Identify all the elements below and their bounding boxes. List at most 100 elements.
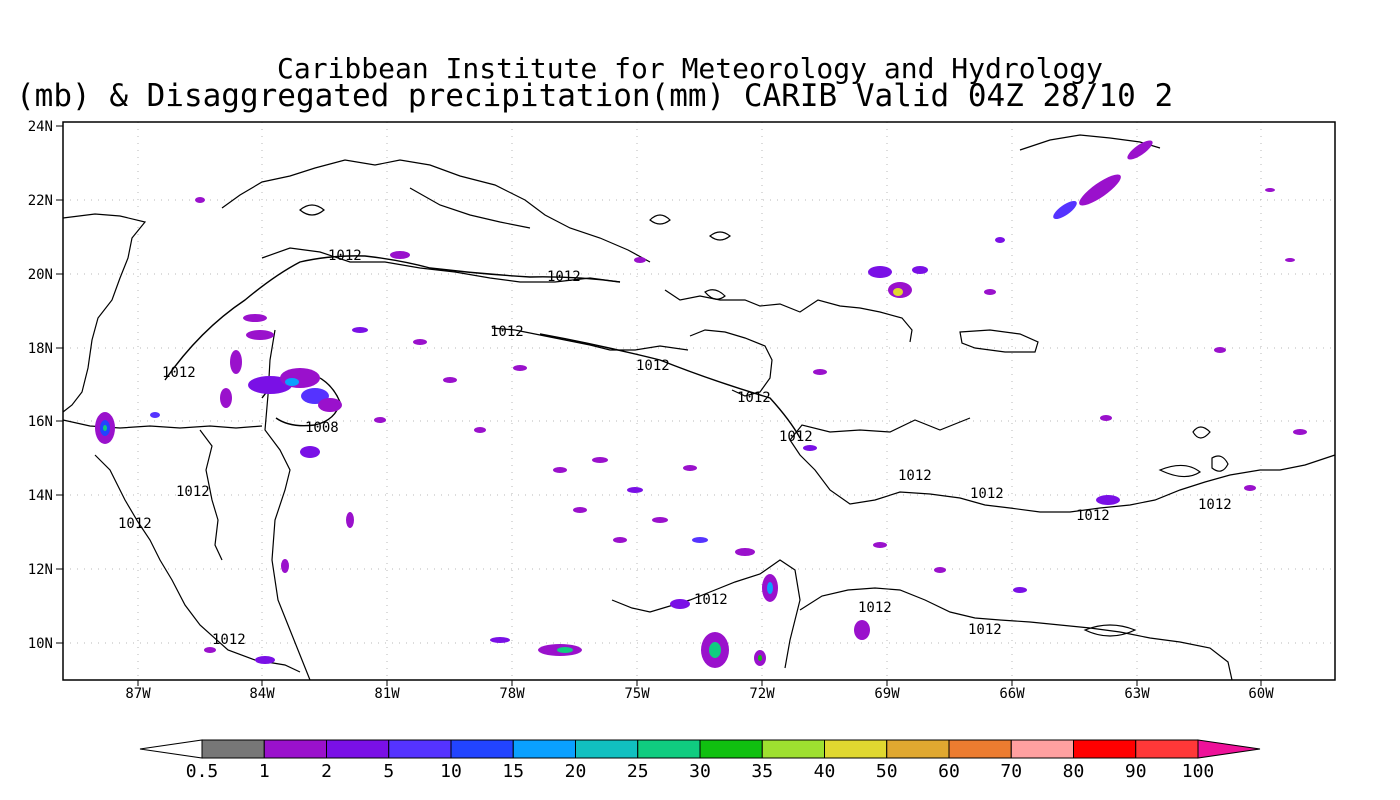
colorbar-label: 0.5 xyxy=(186,761,219,782)
precip-cell xyxy=(318,398,342,412)
precip-cell xyxy=(374,417,386,423)
precip-cell xyxy=(443,377,457,383)
precip-cell xyxy=(683,465,697,471)
colorbar: 0.5 1 2 5 10 15 20 25 30 35 40 50 60 70 80 90 100 xyxy=(139,739,1261,782)
precip-cell xyxy=(285,378,299,386)
precip-cell xyxy=(1013,587,1027,593)
precip-cell xyxy=(803,445,817,451)
precip-cell xyxy=(652,517,668,523)
coastlines xyxy=(62,134,1336,681)
precip-cell xyxy=(1285,258,1295,262)
precip-cell xyxy=(893,288,903,296)
lon-label: 63W xyxy=(1124,686,1150,702)
colorbar-label: 25 xyxy=(627,761,649,782)
colorbar-high-end xyxy=(1197,739,1261,759)
colorbar-box xyxy=(201,739,265,759)
precip-cell xyxy=(280,368,320,388)
isobar-label: 1012 xyxy=(1076,508,1110,524)
colorbar-box xyxy=(263,739,327,759)
colorbar-box xyxy=(388,739,452,759)
colorbar-box xyxy=(512,739,576,759)
precip-cell xyxy=(490,637,510,643)
colorbar-box xyxy=(326,739,390,759)
colorbar-label: 35 xyxy=(751,761,773,782)
precip-cell xyxy=(281,559,289,573)
precip-cell xyxy=(553,467,567,473)
precip-cell xyxy=(1079,174,1121,206)
lon-label: 69W xyxy=(874,686,900,702)
precip-cell xyxy=(912,266,928,274)
precip-cell xyxy=(592,457,608,463)
lat-label: 10N xyxy=(28,636,53,652)
precip-cell xyxy=(854,620,870,640)
isobar-contours xyxy=(164,255,801,439)
isobar-label: 1012 xyxy=(212,632,246,648)
precip-cell xyxy=(346,512,354,528)
isobar-label: 1012 xyxy=(328,248,362,264)
isobar-labels: 1012 1012 1012 1012 1012 1012 1012 1008 … xyxy=(118,248,1232,648)
isobar-label: 1012 xyxy=(737,390,771,406)
precip-cell xyxy=(1100,415,1112,421)
latitude-axis: 24N 22N 20N 18N 16N 14N 12N 10N xyxy=(28,119,53,652)
lat-label: 20N xyxy=(28,267,53,283)
isobar-label: 1012 xyxy=(636,358,670,374)
lat-label: 22N xyxy=(28,193,53,209)
precip-cell xyxy=(1127,140,1153,160)
isobar-label: 1012 xyxy=(1198,497,1232,513)
precip-cell xyxy=(813,369,827,375)
colorbar-label: 50 xyxy=(876,761,898,782)
precip-cell xyxy=(627,487,643,493)
precip-cell xyxy=(984,289,996,295)
precip-cell xyxy=(150,412,160,418)
precip-cell xyxy=(758,655,762,661)
precip-cell xyxy=(300,446,320,458)
colorbar-label: 80 xyxy=(1063,761,1085,782)
colorbar-label: 100 xyxy=(1182,761,1215,782)
colorbar-label: 40 xyxy=(814,761,836,782)
colorbar-label: 5 xyxy=(383,761,394,782)
map-title: Caribbean Institute for Meteorology and … xyxy=(277,52,1103,85)
precip-cell xyxy=(1053,200,1077,220)
colorbar-box xyxy=(761,739,825,759)
lon-label: 87W xyxy=(125,686,151,702)
precip-cell xyxy=(670,599,690,609)
colorbar-box xyxy=(886,739,950,759)
precip-cell xyxy=(204,647,216,653)
colorbar-box xyxy=(450,739,514,759)
precip-cell xyxy=(220,388,232,408)
precip-cell xyxy=(692,537,708,543)
precip-cell xyxy=(934,567,946,573)
precipitation-field xyxy=(95,140,1307,668)
longitude-axis: 87W 84W 81W 78W 75W 72W 69W 66W 63W 60W xyxy=(125,686,1274,702)
isobar-label: 1012 xyxy=(547,269,581,285)
precip-cell xyxy=(868,266,892,278)
colorbar-box xyxy=(699,739,763,759)
isobar-label: 1012 xyxy=(858,600,892,616)
lon-label: 75W xyxy=(624,686,650,702)
precip-cell xyxy=(873,542,887,548)
isobar-label: 1012 xyxy=(162,365,196,381)
precip-cell xyxy=(243,314,267,322)
precip-cell xyxy=(513,365,527,371)
colorbar-label: 1 xyxy=(259,761,270,782)
colorbar-label: 60 xyxy=(938,761,960,782)
lon-label: 72W xyxy=(749,686,775,702)
precip-cell xyxy=(557,647,573,653)
isobar-label: 1012 xyxy=(779,429,813,445)
lat-label: 16N xyxy=(28,414,53,430)
precip-cell xyxy=(735,548,755,556)
colorbar-label: 30 xyxy=(689,761,711,782)
lon-label: 84W xyxy=(249,686,275,702)
precip-cell xyxy=(1214,347,1226,353)
isobar-label: 1012 xyxy=(490,324,524,340)
precip-cell xyxy=(195,197,205,203)
precip-cell xyxy=(103,425,107,431)
precip-cell xyxy=(413,339,427,345)
lat-label: 12N xyxy=(28,562,53,578)
precip-cell xyxy=(709,642,721,658)
precip-cell xyxy=(255,656,275,664)
precip-cell xyxy=(474,427,486,433)
map-frame xyxy=(62,121,1336,681)
